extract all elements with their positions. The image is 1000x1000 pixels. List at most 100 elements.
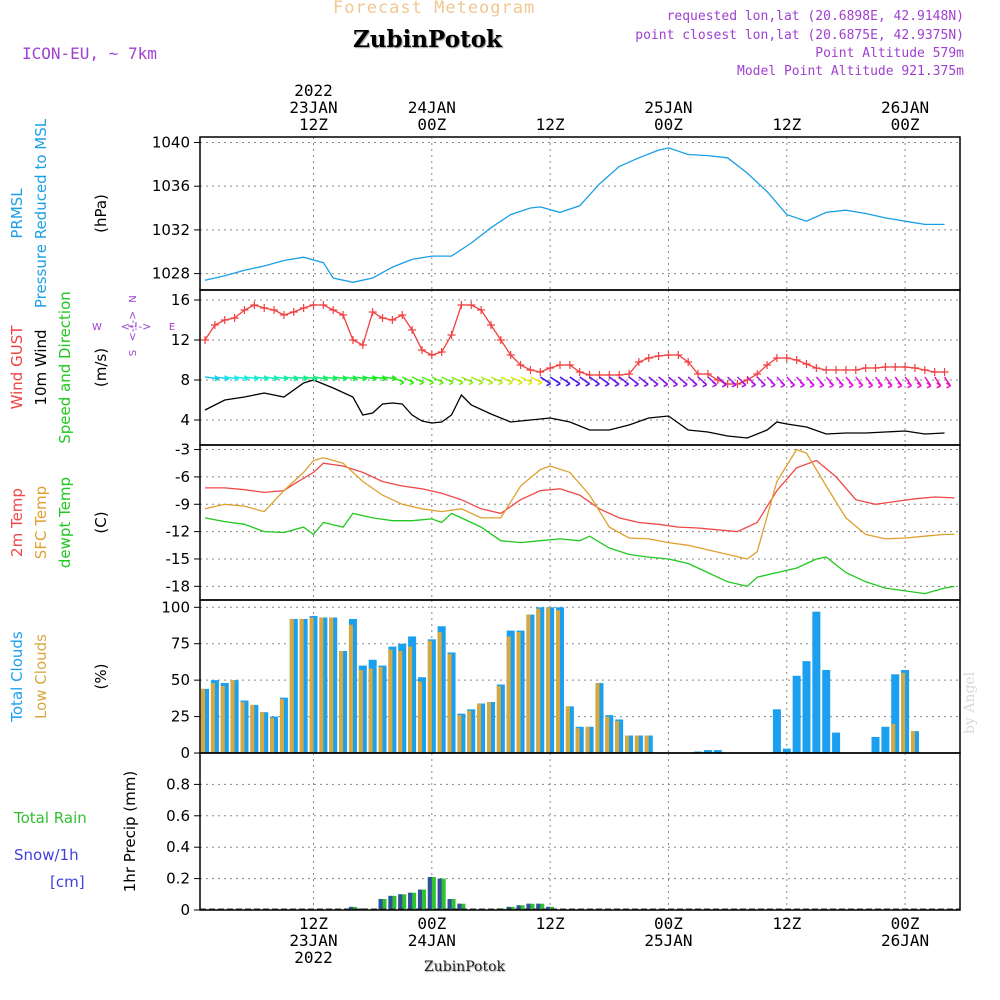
gust-point xyxy=(851,366,860,374)
panel-label: dewpt Temp xyxy=(56,477,74,568)
gust-point xyxy=(625,370,634,378)
panel-unit: (m/s) xyxy=(92,348,110,387)
gust-point xyxy=(674,351,683,359)
panel-label: Low Clouds xyxy=(32,634,50,719)
y-tick-label: 25 xyxy=(171,708,190,726)
gust-point xyxy=(526,366,535,374)
gust-point xyxy=(556,361,564,369)
wind-arrow-head xyxy=(604,380,610,387)
gust-point xyxy=(930,368,939,376)
snow-bar xyxy=(427,877,432,910)
panel-temperature: -3 -6 -9 -12 -15 -18 2m Temp SFC Temp dewpt Temp… xyxy=(8,441,961,601)
bottom-time-label: 00Z xyxy=(891,914,920,933)
wind-arrow-head xyxy=(537,379,543,386)
y-tick-label: 12 xyxy=(171,331,190,349)
wind-arrow xyxy=(303,376,318,380)
low-cloud-bar xyxy=(279,699,284,753)
y-tick-label: 1040 xyxy=(152,133,190,151)
low-cloud-bar xyxy=(447,653,452,753)
low-cloud-bar xyxy=(634,735,639,753)
top-time-label: 12Z xyxy=(772,115,801,134)
top-time-label: 24JAN xyxy=(408,98,456,117)
wind-arrow-head xyxy=(848,381,854,389)
wind-arrow-head xyxy=(809,381,815,388)
wind-arrow-head xyxy=(663,380,669,388)
total-cloud-bar xyxy=(782,748,791,753)
low-cloud-bar xyxy=(201,688,206,753)
total-cloud-bar xyxy=(891,674,900,753)
y-tick-label: 0 xyxy=(180,901,190,919)
bottom-time-label: 00Z xyxy=(654,914,683,933)
top-time-label: 2022 xyxy=(294,81,333,100)
wind-arrow xyxy=(342,376,357,380)
snow-bar xyxy=(546,906,551,910)
low-cloud-bar xyxy=(260,712,265,753)
gust-point xyxy=(220,316,229,324)
wind-arrow-head xyxy=(741,381,747,388)
low-cloud-bar xyxy=(595,683,600,753)
y-tick-label: 0.4 xyxy=(166,838,190,856)
bottom-time-label: 25JAN xyxy=(644,931,692,950)
plot-area-clouds xyxy=(201,607,919,753)
wind-arrow-head xyxy=(721,381,727,388)
low-cloud-bar xyxy=(437,632,442,753)
low-cloud-bar xyxy=(496,685,501,753)
wind-arrow-head xyxy=(438,379,444,386)
gust-point xyxy=(516,361,525,369)
wind-arrow-head xyxy=(858,381,864,389)
top-time-label: 00Z xyxy=(654,115,683,134)
gust-point xyxy=(812,364,821,372)
gust-point xyxy=(358,341,367,349)
wind-arrow-head xyxy=(829,381,834,389)
wind-arrow-head xyxy=(517,379,523,386)
low-cloud-bar xyxy=(467,710,472,753)
low-cloud-bar xyxy=(289,618,294,753)
top-time-label: 00Z xyxy=(891,115,920,134)
low-cloud-bar xyxy=(565,706,570,753)
gust-point xyxy=(881,363,890,371)
low-cloud-bar xyxy=(230,680,235,753)
gust-point xyxy=(822,366,831,374)
gust-point xyxy=(654,352,663,360)
gust-point xyxy=(684,358,693,366)
panel-unit: (hPa) xyxy=(92,194,110,233)
wind-arrow-head xyxy=(468,379,474,386)
model-altitude: Model Point Altitude 921.375m xyxy=(737,64,964,79)
wind-arrow xyxy=(254,376,269,380)
wind-arrow xyxy=(224,376,239,380)
series-dewpt xyxy=(204,512,955,595)
low-cloud-bar xyxy=(585,726,590,753)
y-tick-label: 0.8 xyxy=(166,775,190,793)
low-cloud-bar xyxy=(556,610,560,753)
wind-arrow-head xyxy=(868,381,873,389)
gust-point xyxy=(289,308,298,316)
series-pressure xyxy=(204,147,945,283)
y-tick-label: 1036 xyxy=(152,177,190,195)
low-cloud-bar xyxy=(457,715,462,753)
wind-arrow-head xyxy=(897,382,903,389)
low-cloud-bar xyxy=(299,618,304,753)
wind-arrow-head xyxy=(624,380,630,387)
y-tick-label: 0.6 xyxy=(166,807,190,825)
low-cloud-bar xyxy=(506,636,511,753)
bottom-time-label: 12Z xyxy=(536,914,565,933)
wind-arrow-head xyxy=(877,381,883,389)
snow-bar xyxy=(378,899,383,910)
y-tick-label: 50 xyxy=(171,671,190,689)
gust-point xyxy=(378,314,387,322)
gust-point xyxy=(496,336,505,344)
y-tick-label: 16 xyxy=(171,291,190,309)
y-tick-label: 1028 xyxy=(152,265,190,283)
low-cloud-bar xyxy=(615,720,620,753)
panel-label: PRMSL xyxy=(8,188,26,239)
precip-side-label: Total Rain xyxy=(13,809,87,827)
wind-arrow xyxy=(273,376,288,380)
low-cloud-bar xyxy=(901,672,906,753)
snow-bar xyxy=(536,903,541,910)
low-cloud-bar xyxy=(408,646,413,753)
wind-arrow-head xyxy=(936,382,942,389)
wind-arrow xyxy=(372,376,387,380)
y-tick-label: -18 xyxy=(166,577,191,595)
gust-point xyxy=(694,370,703,378)
